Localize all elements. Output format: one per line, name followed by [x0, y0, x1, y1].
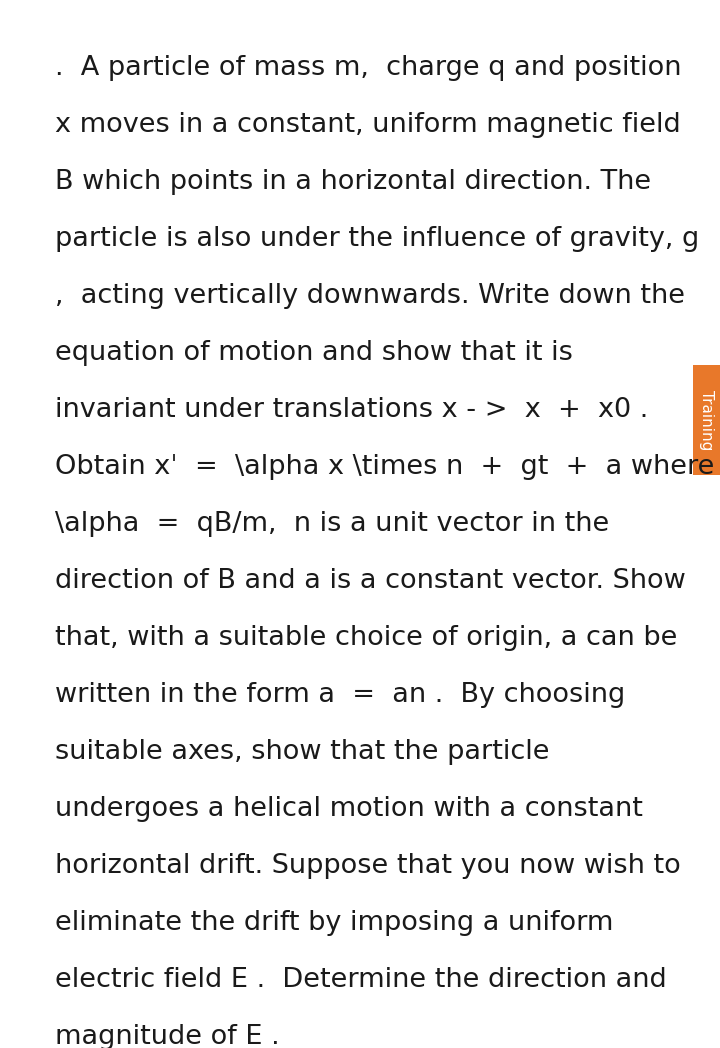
Text: suitable axes, show that the particle: suitable axes, show that the particle [55, 739, 549, 765]
Text: \alpha  =  qB/m,  n is a unit vector in the: \alpha = qB/m, n is a unit vector in the [55, 511, 609, 537]
Text: B which points in a horizontal direction. The: B which points in a horizontal direction… [55, 169, 651, 195]
Text: particle is also under the influence of gravity, g: particle is also under the influence of … [55, 226, 699, 252]
Text: x moves in a constant, uniform magnetic field: x moves in a constant, uniform magnetic … [55, 112, 680, 138]
Text: Obtain xˈ  =  \alpha x \times n  +  gt  +  a where: Obtain xˈ = \alpha x \times n + gt + a w… [55, 454, 714, 480]
Text: magnitude of E .: magnitude of E . [55, 1024, 279, 1048]
Text: .  A particle of mass m,  charge q and position: . A particle of mass m, charge q and pos… [55, 54, 682, 81]
Text: invariant under translations x - >  x  +  x0 .: invariant under translations x - > x + x… [55, 397, 648, 423]
FancyBboxPatch shape [693, 365, 720, 475]
Text: ,  acting vertically downwards. Write down the: , acting vertically downwards. Write dow… [55, 283, 685, 309]
Text: that, with a suitable choice of origin, a can be: that, with a suitable choice of origin, … [55, 625, 678, 651]
Text: undergoes a helical motion with a constant: undergoes a helical motion with a consta… [55, 796, 643, 822]
Text: eliminate the drift by imposing a uniform: eliminate the drift by imposing a unifor… [55, 910, 613, 936]
Text: equation of motion and show that it is: equation of motion and show that it is [55, 340, 573, 366]
Text: direction of B and a is a constant vector. Show: direction of B and a is a constant vecto… [55, 568, 685, 594]
Text: horizontal drift. Suppose that you now wish to: horizontal drift. Suppose that you now w… [55, 853, 680, 879]
Text: Training: Training [699, 390, 714, 451]
Text: written in the form a  =  an .  By choosing: written in the form a = an . By choosing [55, 682, 625, 708]
Text: electric field E .  Determine the direction and: electric field E . Determine the directi… [55, 967, 667, 994]
